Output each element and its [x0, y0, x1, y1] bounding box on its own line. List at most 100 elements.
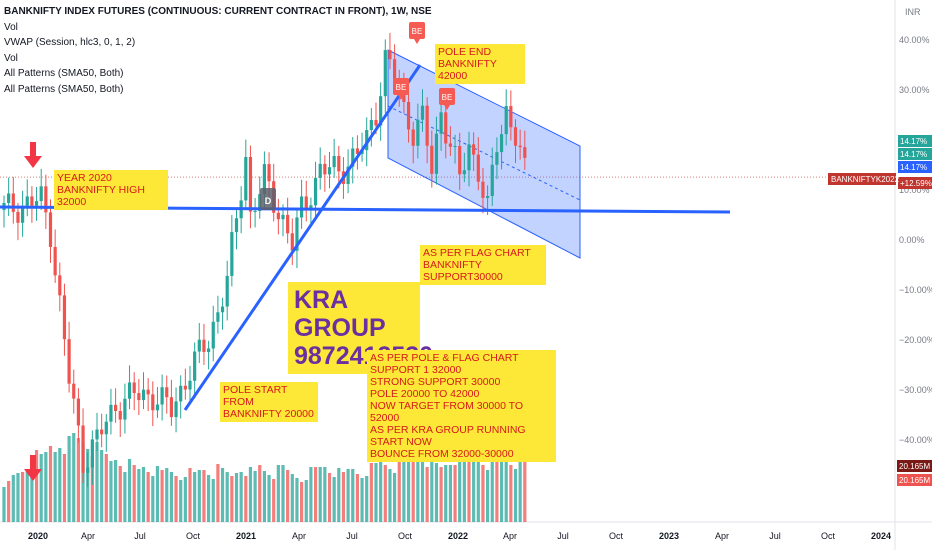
candle-body [86, 467, 90, 473]
price-badge-label: 14.17% [900, 163, 927, 172]
volume-bar [509, 465, 513, 522]
candle-body [155, 404, 160, 411]
pattern-marker-d[interactable] [260, 188, 276, 210]
volume-bar [207, 475, 211, 522]
volume-bar [393, 473, 397, 522]
volume-bar [7, 481, 11, 522]
volume-bar [146, 472, 150, 522]
y-tick-label: 40.00% [899, 35, 930, 45]
volume-bar [430, 459, 434, 522]
volume-bar [21, 472, 25, 522]
volume-bar [439, 467, 443, 522]
candle-body [39, 186, 43, 202]
candle-body [476, 154, 480, 182]
candle-body [67, 339, 71, 384]
legend-title: BANKNIFTY INDEX FUTURES (CONTINUOUS: CUR… [4, 6, 432, 17]
candle-body [481, 181, 485, 198]
candle-body [146, 389, 150, 395]
pattern-marker-label: BE [396, 83, 407, 92]
volume-bar [374, 463, 378, 522]
pattern-marker-label: BE [442, 93, 453, 102]
candle-body [141, 389, 146, 401]
y-tick-label: −10.00% [899, 285, 932, 295]
volume-bar [258, 465, 262, 522]
candle-body [123, 398, 127, 420]
x-tick-label: Apr [81, 531, 95, 541]
pattern-marker-be[interactable] [439, 88, 455, 105]
volume-bar [304, 480, 308, 522]
pattern-marker-be[interactable] [409, 22, 425, 39]
down-arrow-icon [24, 142, 42, 168]
volume-bar [109, 461, 113, 522]
legend-line[interactable]: VWAP (Session, hlc3, 0, 1, 2) [4, 37, 136, 48]
candle-body [453, 145, 457, 147]
volume-bar [30, 466, 34, 522]
legend-line[interactable]: All Patterns (SMA50, Both) [4, 83, 124, 95]
volume-bar [472, 451, 476, 522]
x-tick-label: Oct [398, 531, 413, 541]
volume-bar [523, 462, 527, 522]
legend-line[interactable]: All Patterns (SMA50, Both) [4, 68, 124, 79]
volume-bar [253, 471, 257, 522]
volume-bar [295, 478, 299, 522]
candle-body [244, 156, 248, 201]
volume-bar [48, 446, 53, 522]
candle-body [444, 112, 448, 144]
x-tick-label: Oct [186, 531, 201, 541]
volume-bar [351, 469, 355, 522]
legend-line[interactable]: Vol [4, 21, 18, 33]
volume-badge [897, 474, 932, 486]
volume-bar [481, 465, 485, 522]
note-year-2020: YEAR 2020 BANKNIFTY HIGH 32000 [54, 170, 168, 210]
candle-body [420, 105, 425, 120]
candle-body [434, 133, 439, 174]
x-tick-label: 2021 [236, 531, 256, 541]
candle-body [267, 164, 271, 182]
volume-bar [267, 475, 271, 522]
volume-bar [365, 476, 369, 522]
volume-bar [179, 480, 183, 522]
volume-bar [174, 476, 178, 522]
pattern-marker-pointer [398, 95, 404, 100]
volume-badge [897, 460, 932, 472]
volume-bar [486, 470, 490, 522]
volume-bar [444, 465, 448, 522]
volume-bar [346, 469, 350, 522]
note-flag-support: AS PER FLAG CHART BANKNIFTY SUPPORT30000 [420, 245, 546, 285]
y-tick-label: 0.00% [899, 235, 925, 245]
volume-bar [39, 454, 43, 522]
volume-bar [118, 466, 122, 522]
volume-bar [202, 470, 206, 522]
note-pole-start: POLE START FROM BANKNIFTY 20000 [220, 382, 318, 422]
candle-body [393, 59, 397, 80]
candle-body [62, 295, 67, 340]
volume-bar [137, 469, 141, 522]
volume-bar [397, 460, 401, 522]
candle-body [374, 120, 378, 126]
volume-bar [332, 477, 336, 522]
candle-body [411, 129, 415, 146]
x-tick-label: Oct [609, 531, 624, 541]
volume-bar [132, 465, 136, 522]
candle-body [523, 147, 527, 158]
candle-body [25, 196, 29, 206]
volume-bar [141, 467, 146, 522]
symbol-badge [828, 173, 896, 185]
candle-body [118, 411, 122, 420]
candle-body [151, 394, 155, 411]
candle-body [193, 351, 197, 381]
candle-body [290, 233, 294, 251]
candle-body [300, 196, 304, 218]
legend-line[interactable]: Vol [4, 52, 18, 64]
candle-body [337, 155, 341, 172]
volume-bar [90, 456, 94, 522]
pole-line[interactable] [183, 64, 422, 411]
pattern-marker-be[interactable] [393, 78, 409, 95]
candle-body [490, 164, 494, 197]
flag-channel[interactable] [387, 49, 581, 259]
volume-bar [518, 460, 522, 522]
volume-bar [323, 467, 327, 522]
candle-body [318, 163, 322, 178]
candle-body [365, 130, 369, 151]
